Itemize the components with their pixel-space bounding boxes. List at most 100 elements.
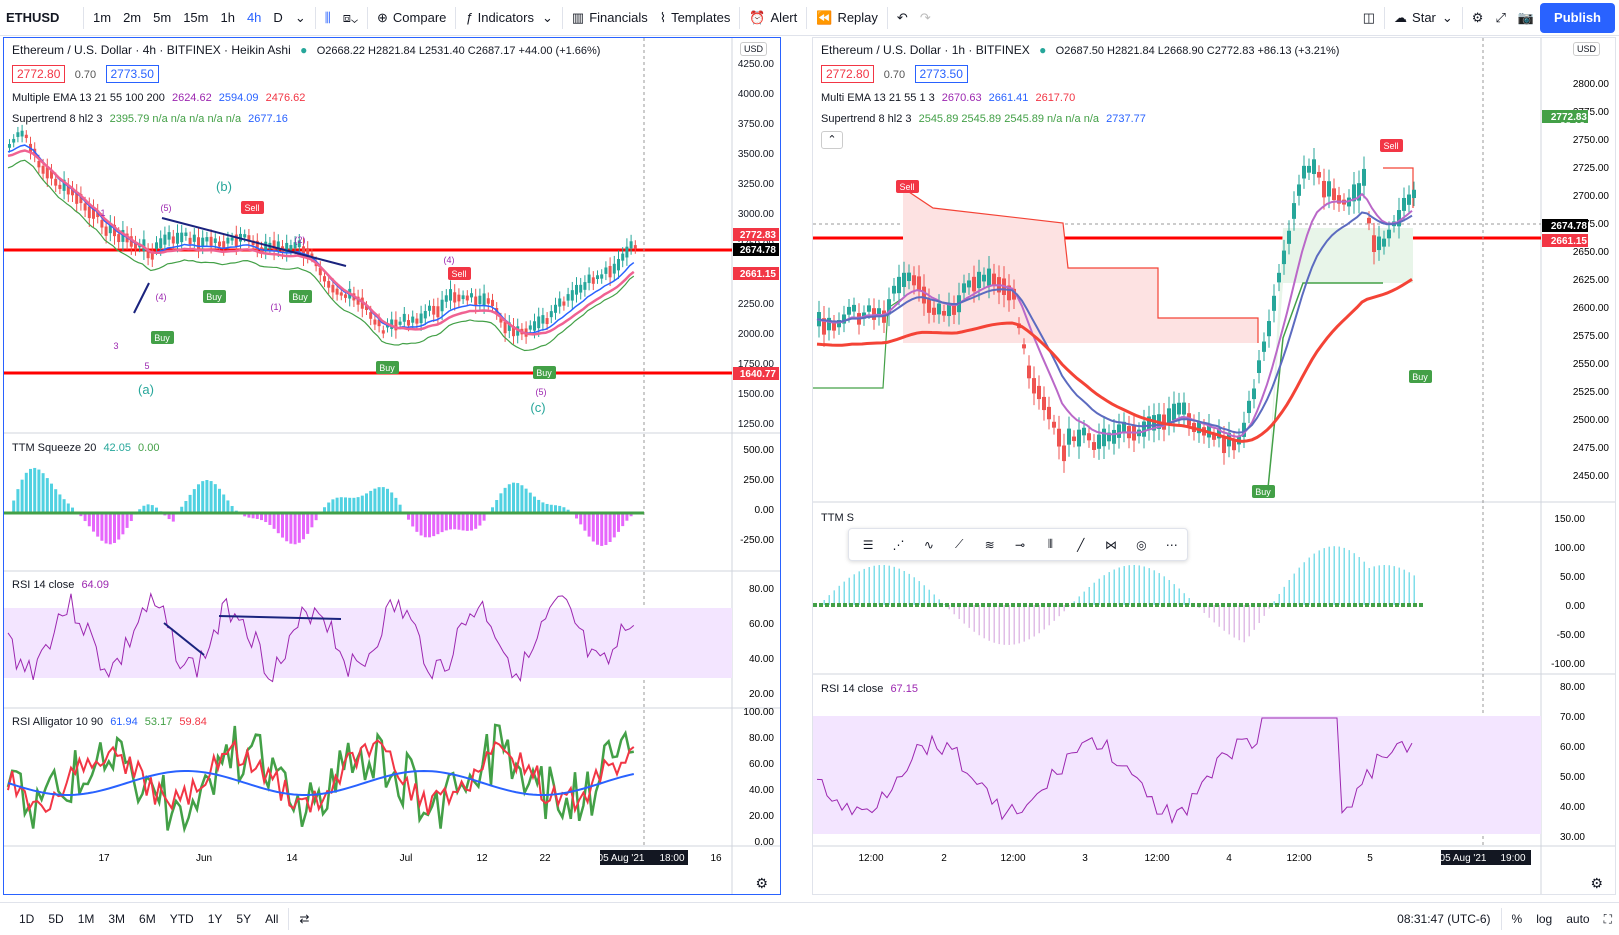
- interval-5m[interactable]: 5m: [153, 10, 172, 25]
- alligator-legend[interactable]: RSI Alligator 10 90 61.94 53.17 59.84: [12, 716, 207, 728]
- ttm-histogram-bar: [1058, 605, 1060, 617]
- layout-icon[interactable]: ◫: [1362, 9, 1376, 25]
- auto-scale-toggle[interactable]: auto: [1566, 912, 1590, 926]
- redo-icon[interactable]: ↷: [919, 9, 931, 25]
- candle-body: [947, 303, 951, 317]
- interval-dropdown-chevron-icon[interactable]: ⌄: [294, 9, 306, 25]
- settings-gear-icon[interactable]: ⚙: [1471, 9, 1484, 25]
- ttm-histogram-bar: [503, 487, 507, 513]
- compare-button[interactable]: ⊕ Compare: [377, 9, 447, 26]
- drag-handle-icon[interactable]: ☰: [862, 537, 874, 552]
- star-button[interactable]: ☁ Star ⌄: [1394, 9, 1453, 26]
- interval-1h[interactable]: 1h: [220, 10, 235, 25]
- ttm-histogram-bar: [352, 497, 356, 513]
- interval-15m[interactable]: 15m: [183, 10, 209, 25]
- ttm-legend[interactable]: TTM Squeeze 20 42.05 0.00: [12, 442, 159, 454]
- alert-button[interactable]: ⏰ Alert: [749, 9, 798, 26]
- ttm-histogram-bar: [306, 513, 310, 534]
- right-supertrend-legend[interactable]: Supertrend 8 hl2 3 2545.89 2545.89 2545.…: [821, 113, 1146, 125]
- right-rsi-legend[interactable]: RSI 14 close 67.15: [821, 683, 918, 695]
- undo-icon[interactable]: ↶: [896, 9, 908, 25]
- left-settings-gear-icon[interactable]: ⚙: [755, 875, 768, 891]
- ttm-histogram-bar: [146, 504, 150, 513]
- interval-d[interactable]: D: [273, 10, 283, 25]
- financials-button[interactable]: ▥ Financials: [571, 9, 648, 26]
- vertical-lines-icon[interactable]: ⦀: [1047, 537, 1053, 551]
- right-chart-panel[interactable]: 2800.00 2775.00 2750.00 2725.00 2700.00 2675.…: [812, 37, 1616, 895]
- candle-body: [1307, 165, 1311, 173]
- publish-button[interactable]: Publish: [1540, 2, 1615, 33]
- parallel-channel-icon[interactable]: ≋: [984, 537, 995, 552]
- candle-body: [1012, 288, 1016, 300]
- right-ttm-legend[interactable]: TTM S: [821, 512, 854, 524]
- wave-label: 5: [144, 361, 149, 371]
- range-6m[interactable]: 6M: [139, 912, 156, 926]
- left-ema-legend[interactable]: Multiple EMA 13 21 55 100 200 2624.62 25…: [12, 92, 305, 104]
- trend-line-icon[interactable]: ╱: [1077, 537, 1085, 552]
- candle-style-icon[interactable]: ⧈⌄: [342, 9, 358, 25]
- price-axis-label: 2725.00: [1573, 163, 1610, 174]
- percent-scale-toggle[interactable]: %: [1511, 912, 1523, 926]
- abc-wave-icon[interactable]: ∿: [923, 537, 934, 552]
- range-ytd[interactable]: YTD: [169, 912, 194, 926]
- buy-price-button[interactable]: 2773.50: [914, 65, 968, 83]
- ttm-axis-label: 0.00: [755, 505, 775, 516]
- symbol-search[interactable]: ETHUSD: [6, 10, 60, 25]
- candle-body: [1072, 436, 1076, 442]
- right-ema-legend[interactable]: Multi EMA 13 21 55 1 3 2670.63 2661.41 2…: [821, 92, 1075, 104]
- range-3m[interactable]: 3M: [108, 912, 126, 926]
- left-supertrend-legend[interactable]: Supertrend 8 hl2 3 2395.79 n/a n/a n/a n…: [12, 113, 288, 125]
- right-symbol-title[interactable]: Ethereum / U.S. Dollar · 1h · BITFINEX: [821, 43, 1030, 57]
- candle-body: [163, 234, 167, 245]
- ttm-histogram-bar: [440, 513, 444, 533]
- rsi-axis-label: 60.00: [749, 619, 774, 630]
- collapse-legend-chevron-up-icon[interactable]: ⌃: [821, 131, 843, 149]
- candle-body: [558, 298, 562, 307]
- horizontal-ray-icon[interactable]: ⊸: [1014, 537, 1025, 552]
- range-all[interactable]: All: [265, 912, 279, 926]
- candle-body: [927, 299, 931, 313]
- range-1y[interactable]: 1Y: [207, 912, 223, 926]
- interval-4h[interactable]: 4h: [246, 10, 262, 25]
- time-axis-label: 12:00: [1144, 853, 1169, 864]
- currency-selector[interactable]: USD: [1573, 42, 1601, 56]
- fullscreen-corners-icon[interactable]: ⛶: [1603, 911, 1612, 926]
- range-5y[interactable]: 5Y: [236, 912, 252, 926]
- camera-icon[interactable]: 📷: [1517, 9, 1535, 25]
- indicators-button[interactable]: ƒ Indicators ⌄: [465, 9, 553, 26]
- interval-2m[interactable]: 2m: [123, 10, 142, 25]
- replay-button[interactable]: ⏪ Replay: [816, 9, 878, 26]
- sell-price-button[interactable]: 2772.80: [12, 65, 66, 83]
- currency-selector[interactable]: USD: [740, 42, 768, 56]
- clock-time[interactable]: 08:31:47 (UTC-6): [1397, 912, 1491, 926]
- candle-body: [470, 293, 473, 298]
- log-scale-toggle[interactable]: log: [1536, 912, 1553, 926]
- left-symbol-title[interactable]: Ethereum / U.S. Dollar · 4h · BITFINEX ·…: [12, 43, 291, 57]
- rsi-legend[interactable]: RSI 14 close 64.09: [12, 579, 109, 591]
- ttm-histogram-bar: [428, 513, 431, 538]
- fib-icon[interactable]: ⋯: [1165, 537, 1178, 552]
- range-1d[interactable]: 1D: [19, 912, 35, 926]
- pattern-icon[interactable]: ⋈: [1105, 537, 1118, 552]
- brush-icon[interactable]: ⟋: [955, 537, 964, 551]
- fullscreen-icon[interactable]: ⤢: [1495, 9, 1506, 25]
- candle-body: [1397, 210, 1401, 227]
- right-settings-gear-icon[interactable]: ⚙: [1590, 875, 1603, 891]
- range-5d[interactable]: 5D: [48, 912, 64, 926]
- date-range-icon[interactable]: ⇄: [299, 912, 310, 926]
- left-chart-canvas[interactable]: 4250.004000.003750.003500.003250.003000.…: [4, 38, 780, 894]
- buy-price-button[interactable]: 2773.50: [105, 65, 159, 83]
- right-chart-canvas[interactable]: 2800.00 2775.00 2750.00 2725.00 2700.00 2675.…: [813, 38, 1615, 894]
- candle-body: [171, 236, 175, 244]
- ttm-axis-label: 100.00: [1554, 543, 1585, 554]
- ttm-histogram-bar: [558, 505, 562, 513]
- bar-style-icon[interactable]: ⫼: [324, 9, 331, 25]
- templates-button[interactable]: ⌇ Templates: [659, 9, 731, 26]
- wave-pattern-icon[interactable]: ⋰: [892, 537, 905, 552]
- ttm-histogram-bar: [918, 581, 920, 605]
- range-1m[interactable]: 1M: [77, 912, 95, 926]
- left-chart-panel[interactable]: 4250.00 4000.00 3750.00 3500.00 3250.00 3000.…: [3, 37, 781, 895]
- interval-1m[interactable]: 1m: [93, 10, 112, 25]
- sell-price-button[interactable]: 2772.80: [821, 65, 875, 83]
- spiral-icon[interactable]: ◎: [1136, 537, 1147, 552]
